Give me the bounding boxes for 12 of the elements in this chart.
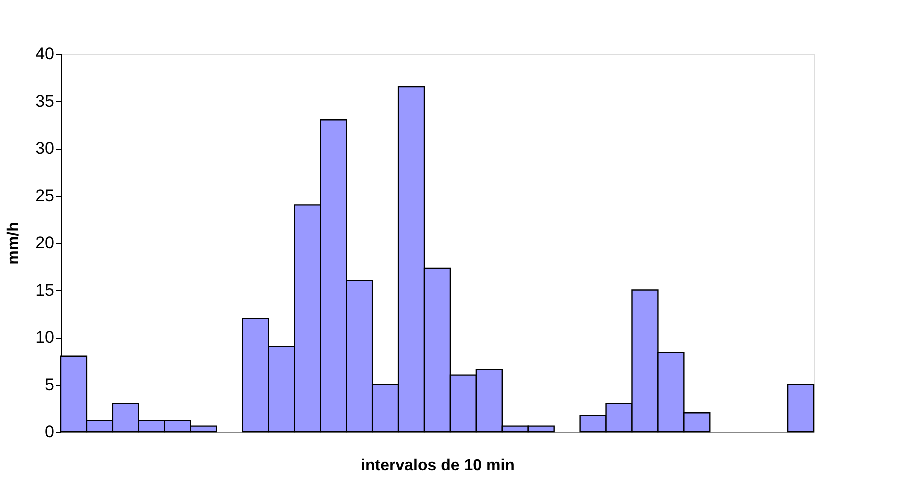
- y-axis-title: mm/h: [6, 222, 23, 265]
- y-tick-label: 10: [36, 328, 54, 347]
- y-tick-label: 0: [45, 422, 54, 442]
- y-tick-label: 40: [36, 44, 54, 64]
- y-tick-label: 25: [36, 186, 54, 206]
- y-tick-label: 15: [36, 280, 54, 300]
- x-axis-title: intervalos de 10 min: [361, 458, 515, 474]
- y-tick-label: 30: [36, 139, 54, 158]
- y-tick-label: 20: [36, 234, 54, 252]
- y-tick-label: 5: [45, 375, 54, 394]
- y-tick-label: 35: [36, 92, 54, 111]
- bar: [787, 384, 815, 433]
